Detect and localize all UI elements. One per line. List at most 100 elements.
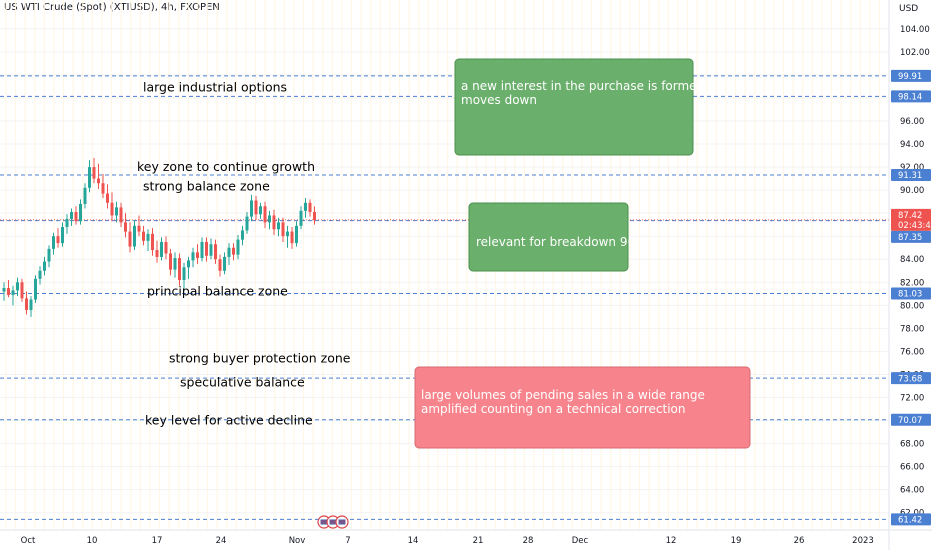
y-tick-label: 76.00 bbox=[900, 347, 924, 357]
candle-body bbox=[281, 222, 285, 237]
level-price-label-bg bbox=[891, 169, 931, 182]
candle-body bbox=[151, 233, 154, 251]
candle-body bbox=[101, 183, 105, 194]
level-price-label: 91.31 bbox=[898, 171, 922, 181]
zone-annotation: large industrial options bbox=[143, 80, 287, 95]
candle-body bbox=[11, 290, 15, 295]
x-tick-label: 26 bbox=[794, 536, 805, 546]
candle-body bbox=[52, 236, 55, 249]
candle-body bbox=[124, 222, 127, 232]
y-tick-label: 92.00 bbox=[900, 163, 924, 173]
note-boxes[interactable]: a new interest in the purchase is formed… bbox=[414, 58, 751, 449]
candle-body bbox=[308, 202, 312, 212]
candle-body bbox=[133, 225, 136, 247]
x-tick-label: 28 bbox=[523, 536, 534, 546]
event-flag-icon-inner bbox=[338, 519, 346, 525]
note-text: relevant for breakdown 90 bbox=[476, 235, 635, 249]
candle-body bbox=[200, 241, 204, 259]
x-tick-label: Nov bbox=[289, 536, 306, 546]
y-tick-label: 82.00 bbox=[900, 278, 924, 288]
zone-annotation: strong balance zone bbox=[143, 179, 270, 194]
x-tick-label: 7 bbox=[345, 536, 350, 546]
x-tick-label: Dec bbox=[572, 536, 589, 546]
y-tick-label: 78.00 bbox=[900, 324, 924, 334]
candle-body bbox=[214, 244, 217, 260]
candle-body bbox=[110, 202, 114, 216]
candle-body bbox=[173, 258, 177, 270]
note-text: a new interest in the purchase is formed bbox=[461, 79, 704, 93]
y-tick-label: 66.00 bbox=[900, 463, 924, 473]
candle-body bbox=[25, 298, 28, 310]
candle-body bbox=[268, 215, 271, 223]
candle-body bbox=[178, 258, 181, 280]
y-tick-label: 80.00 bbox=[900, 301, 924, 311]
level-price-label-bg bbox=[891, 513, 931, 526]
note-box[interactable] bbox=[454, 58, 694, 156]
candle-body bbox=[227, 247, 231, 257]
candle-body bbox=[34, 278, 37, 300]
candle-body bbox=[70, 212, 73, 219]
x-tick-label: Oct bbox=[21, 536, 36, 546]
candle-body bbox=[218, 259, 222, 271]
countdown-label: 02:43:40 bbox=[898, 221, 932, 231]
candle-body bbox=[263, 206, 267, 223]
candle-body bbox=[16, 282, 19, 291]
price-labels: 99.91 98.14 91.31 81.03 73.68 70.07 61.42 87.42… bbox=[891, 69, 932, 526]
candle-body bbox=[299, 210, 303, 226]
x-tick-label: 24 bbox=[216, 536, 227, 546]
y-tick-label: 72.00 bbox=[900, 394, 924, 404]
candle-body bbox=[106, 193, 109, 203]
candle-body bbox=[29, 299, 33, 310]
level-price-label: 87.35 bbox=[898, 233, 922, 243]
candle-body bbox=[160, 241, 163, 257]
note-text: large volumes of pending sales in a wide… bbox=[421, 388, 705, 402]
candle-body bbox=[83, 187, 87, 204]
current-price-label: 87.42 bbox=[898, 211, 922, 221]
candle-body bbox=[187, 260, 190, 268]
candle-body bbox=[223, 256, 226, 271]
candle-body bbox=[137, 225, 141, 232]
candle-body bbox=[205, 241, 208, 256]
event-markers[interactable] bbox=[317, 515, 349, 529]
candle-body bbox=[250, 200, 253, 217]
candle-body bbox=[295, 225, 298, 244]
candle-body bbox=[92, 167, 96, 179]
y-tick-label: 96.00 bbox=[900, 117, 924, 127]
candle-body bbox=[290, 231, 294, 244]
candle-body bbox=[43, 261, 46, 271]
candle-body bbox=[245, 216, 249, 231]
note-box[interactable] bbox=[468, 202, 629, 272]
zone-annotation: speculative balance bbox=[180, 375, 305, 390]
x-tick-label: 19 bbox=[731, 536, 742, 546]
y-tick-label: 104.00 bbox=[900, 25, 930, 35]
candle-body bbox=[119, 207, 123, 223]
candle-body bbox=[7, 288, 10, 295]
candle-body bbox=[128, 231, 132, 247]
zone-annotation: strong buyer protection zone bbox=[169, 350, 351, 365]
candle-body bbox=[236, 239, 240, 255]
level-price-label: 98.14 bbox=[898, 93, 922, 103]
candle-body bbox=[259, 206, 262, 215]
grid bbox=[0, 0, 889, 530]
current-price-label-bg bbox=[891, 208, 931, 231]
candle-body bbox=[115, 207, 118, 216]
candle-body bbox=[196, 252, 199, 259]
level-price-label-bg bbox=[891, 69, 931, 82]
candle-body bbox=[142, 231, 145, 241]
level-price-label-bg bbox=[891, 413, 931, 426]
event-flag-icon-inner bbox=[329, 519, 337, 525]
candle-body bbox=[47, 248, 51, 262]
event-flag-icon-inner bbox=[320, 519, 328, 525]
note-box[interactable] bbox=[414, 366, 751, 449]
zone-annotation: key zone to continue growth bbox=[137, 159, 315, 174]
x-tick-label: 17 bbox=[152, 536, 163, 546]
zone-annotations: large industrial options key zone to cont… bbox=[137, 80, 351, 428]
x-tick-label: 21 bbox=[473, 536, 484, 546]
level-price-label: 70.07 bbox=[898, 416, 922, 426]
level-price-label-bg bbox=[891, 287, 931, 300]
candle-body bbox=[286, 231, 289, 237]
candle-body bbox=[304, 202, 307, 211]
level-price-label-bg bbox=[891, 230, 931, 243]
candle-body bbox=[79, 203, 82, 222]
